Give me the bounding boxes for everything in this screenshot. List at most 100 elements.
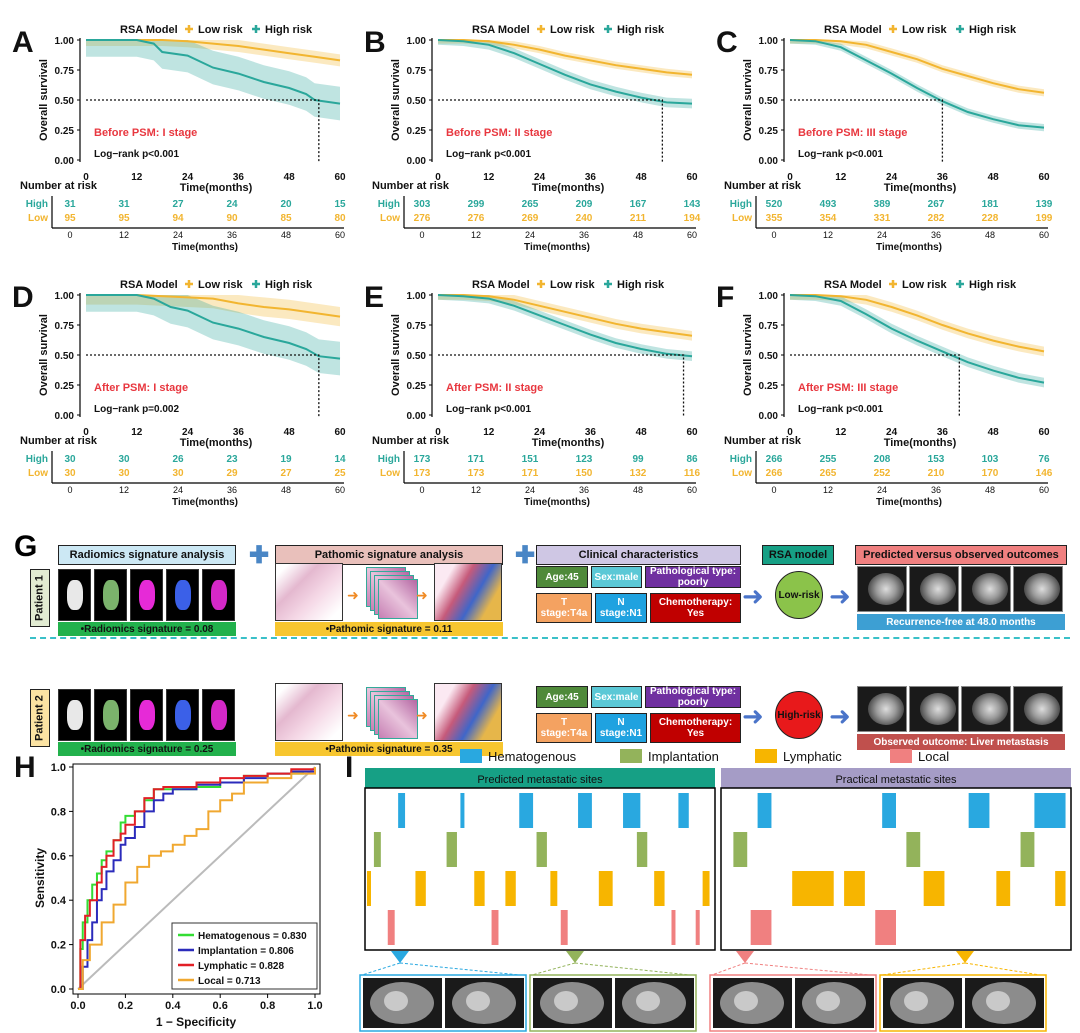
risk-x-tick-label: 36 [931,485,941,495]
y-tick-label: 0.25 [55,381,75,392]
ct-organ-icon [384,991,408,1011]
low-risk-curve [790,294,1045,353]
risk-x-tick-label: 12 [823,485,833,495]
x-tick-label: 60 [686,427,698,438]
high-risk-curve [86,39,341,105]
risk-count-high: 20 [280,199,292,210]
km-panel-A: A RSA Model Low risk High risk 0.00 0.25 0.50 0… [12,24,346,253]
stage-annotation: After PSM: II stage [446,382,543,394]
pathology-chip: Pathological type: poorly [645,686,741,708]
risk-count-high: 30 [64,454,76,465]
heatmap-thumbnail [434,563,502,621]
ct-scan-image [961,566,1011,612]
ct-organ-icon [636,991,660,1011]
site-bar [578,793,592,828]
roc-curve-1 [78,767,316,990]
risk-count-low: 265 [820,468,837,479]
panel-i-metastasis: I Hematogenous Implantation Lymphatic Local P… [345,749,1072,1032]
risk-x-tick-label: 48 [633,230,643,240]
low-risk-ci-band [86,40,340,67]
y-tick-label: 0.50 [759,351,779,362]
y-tick-label: 1.0 [51,762,66,774]
x-tick-label: 0 [83,172,89,183]
high-risk-ci-band [438,295,692,361]
legend-high-label: High risk [265,279,313,291]
x-tick-label: 0.6 [213,1000,228,1012]
legend-swatch [620,749,642,763]
x-tick-label: 0 [787,172,793,183]
pathomic-signature: •Pathomic signature = 0.35 [275,742,503,756]
risk-x-tick-label: 0 [771,485,776,495]
legend-low-label: Low risk [550,24,596,36]
risk-count-high: 255 [820,454,837,465]
tumor-roi-icon [103,580,119,610]
site-bar [550,871,558,906]
connector-line [881,962,1041,976]
ct-scan-image [909,686,959,732]
risk-count-low: 29 [226,468,238,479]
ct-organ-icon [466,991,490,1011]
risk-count-low: 116 [684,468,701,479]
risk-row-high-label: High [26,199,48,210]
ct-organ-icon [554,991,578,1011]
panel-letter: B [364,26,386,59]
y-tick-label: 0.25 [407,126,427,137]
practical-title: Practical metastatic sites [835,774,957,786]
outcome-banner: Recurrence-free at 48.0 months [857,614,1065,630]
arrow-icon: ➜ [347,707,359,723]
radiomics-image [94,569,127,621]
risk-count-high: 167 [630,199,647,210]
site-bar [446,832,457,867]
panel-letter: H [14,751,36,784]
median-line [86,354,320,417]
risk-count-high: 103 [982,454,999,465]
number-at-risk-title: Number at risk [20,435,98,447]
site-bar [757,793,772,828]
ct-organ-icon [904,991,928,1011]
logrank-pvalue: Log−rank p<0.001 [798,404,883,415]
risk-count-low: 30 [118,468,130,479]
risk-row-low-label: Low [28,468,48,479]
site-bar [1055,871,1066,906]
x-tick-label: 0.2 [118,1000,133,1012]
number-at-risk-title: Number at risk [372,180,450,192]
risk-x-axis-label: Time(months) [876,242,942,253]
ct-frame [359,974,527,1032]
risk-count-low: 173 [468,468,485,479]
number-at-risk-title: Number at risk [724,435,802,447]
risk-x-tick-label: 48 [985,230,995,240]
x-tick-label: 48 [284,427,296,438]
y-tick-label: 1.00 [55,36,75,47]
site-bar [792,871,834,906]
km-panel-E: E RSA Model Low risk High risk 0.00 0.25 0.50 0… [364,279,701,508]
y-tick-label: 0.25 [55,126,75,137]
site-bar [519,793,534,828]
risk-count-high: 76 [1038,454,1050,465]
x-axis-label: Time(months) [180,437,253,449]
median-line [86,99,320,162]
risk-x-tick-label: 24 [525,485,535,495]
radiomics-image [166,689,199,741]
arrow-icon: ➜ [742,581,764,611]
y-axis-label: Overall survival [390,314,402,396]
risk-count-low: 276 [468,213,485,224]
risk-count-low: 210 [928,468,945,479]
reference-diagonal [77,766,316,990]
radiomics-signature: •Radiomics signature = 0.25 [58,742,236,756]
x-tick-label: 48 [988,172,1000,183]
tumor-roi-icon [139,580,155,610]
ct-scan-image [961,686,1011,732]
legend-label: Hematogenous [488,749,577,764]
panel-letter: E [364,281,384,314]
y-tick-label: 0.2 [51,940,66,952]
km-panel-F: F RSA Model Low risk High risk 0.00 0.25 0.50 0… [716,279,1053,508]
x-tick-label: 60 [1038,172,1050,183]
x-tick-label: 36 [937,427,949,438]
panel-letter: A [12,26,34,59]
site-bar [474,871,485,906]
ct-scan-image [1013,566,1063,612]
risk-count-low: 228 [982,213,999,224]
tumor-roi-icon [211,700,227,730]
risk-count-low: 132 [630,468,647,479]
x-tick-label: 36 [585,427,597,438]
